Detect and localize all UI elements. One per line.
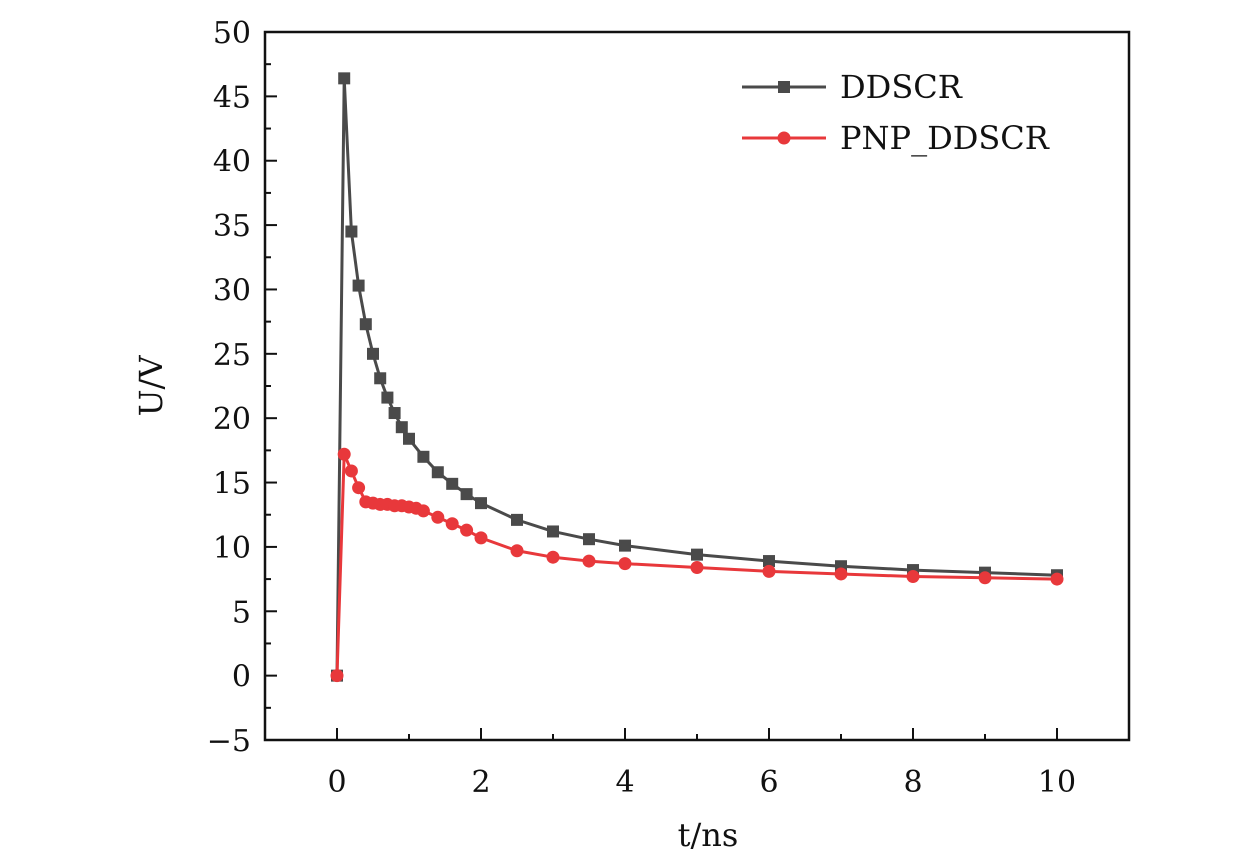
data-point-ddscr: [460, 488, 473, 501]
data-point-pnp-ddscr: [582, 554, 596, 568]
data-point-ddscr: [352, 279, 365, 292]
y-tick-label: 0: [232, 660, 251, 695]
data-point-ddscr: [446, 477, 459, 490]
data-point-pnp-ddscr: [344, 464, 358, 478]
data-point-pnp-ddscr: [337, 447, 351, 461]
legend-label-pnp-ddscr: PNP_DDSCR: [840, 119, 1050, 157]
y-tick-label: 35: [213, 209, 251, 244]
ticks-layer: 0 2 4 6 8 10 −5 0 5 10 15 20 25 30 35 40 45 50: [207, 16, 1130, 800]
data-point-ddscr: [381, 391, 394, 404]
data-point-ddscr: [619, 539, 631, 552]
x-axis-title: t/ns: [678, 816, 739, 854]
data-point-ddscr: [395, 421, 408, 434]
x-tick-label: 6: [759, 765, 778, 800]
data-point-pnp-ddscr: [445, 517, 459, 531]
y-tick-label: 50: [213, 16, 251, 51]
x-tick-label: 10: [1038, 765, 1076, 800]
data-point-ddscr: [511, 513, 523, 526]
data-point-pnp-ddscr: [618, 557, 632, 571]
series-layer: [330, 72, 1064, 683]
data-point-pnp-ddscr: [474, 531, 488, 545]
data-point-ddscr: [431, 466, 444, 479]
data-point-pnp-ddscr: [510, 544, 524, 558]
y-axis-title: U/V: [132, 355, 170, 417]
data-point-ddscr: [403, 432, 415, 445]
y-tick-label: 25: [213, 338, 251, 373]
data-point-pnp-ddscr: [762, 564, 776, 578]
x-tick-label: 2: [471, 765, 490, 800]
data-point-pnp-ddscr: [330, 669, 344, 683]
data-point-pnp-ddscr: [352, 481, 366, 495]
x-tick-label: 4: [615, 765, 634, 800]
y-tick-label: 30: [213, 273, 251, 308]
y-tick-label: −5: [207, 724, 251, 759]
legend: DDSCR PNP_DDSCR: [742, 68, 1050, 157]
series-ddscr: [331, 72, 1063, 682]
data-point-pnp-ddscr: [460, 523, 474, 537]
legend-label-ddscr: DDSCR: [840, 68, 963, 106]
y-tick-label: 45: [213, 80, 251, 115]
legend-marker-ddscr: [778, 81, 790, 93]
data-point-ddscr: [583, 533, 595, 546]
data-point-pnp-ddscr: [416, 504, 430, 518]
data-point-pnp-ddscr: [978, 571, 992, 585]
y-tick-label: 40: [213, 145, 251, 180]
data-point-ddscr: [367, 347, 379, 360]
plot-frame: [263, 30, 1131, 742]
data-point-ddscr: [345, 225, 358, 238]
y-tick-label: 10: [213, 531, 251, 566]
y-tick-label: 20: [213, 402, 251, 437]
data-point-ddscr: [417, 450, 430, 463]
data-point-pnp-ddscr: [834, 567, 848, 581]
data-point-ddscr: [388, 407, 401, 420]
series-line-ddscr: [335, 76, 1058, 676]
legend-marker-pnp-ddscr: [777, 131, 791, 145]
data-point-pnp-ddscr: [431, 510, 445, 524]
data-point-pnp-ddscr: [906, 570, 920, 584]
y-tick-label: 15: [213, 467, 251, 502]
data-point-ddscr: [359, 318, 372, 331]
data-point-pnp-ddscr: [1050, 572, 1064, 586]
data-point-ddscr: [763, 555, 775, 568]
x-tick-label: 0: [327, 765, 346, 800]
data-point-ddscr: [475, 497, 487, 510]
data-point-ddscr: [338, 72, 351, 85]
data-point-ddscr: [691, 548, 703, 561]
data-point-pnp-ddscr: [546, 550, 560, 564]
data-point-pnp-ddscr: [690, 561, 704, 575]
data-point-ddscr: [374, 372, 387, 385]
x-tick-label: 8: [903, 765, 922, 800]
data-point-ddscr: [547, 525, 559, 538]
y-tick-label: 5: [232, 595, 251, 630]
series-pnp-ddscr: [330, 447, 1064, 683]
